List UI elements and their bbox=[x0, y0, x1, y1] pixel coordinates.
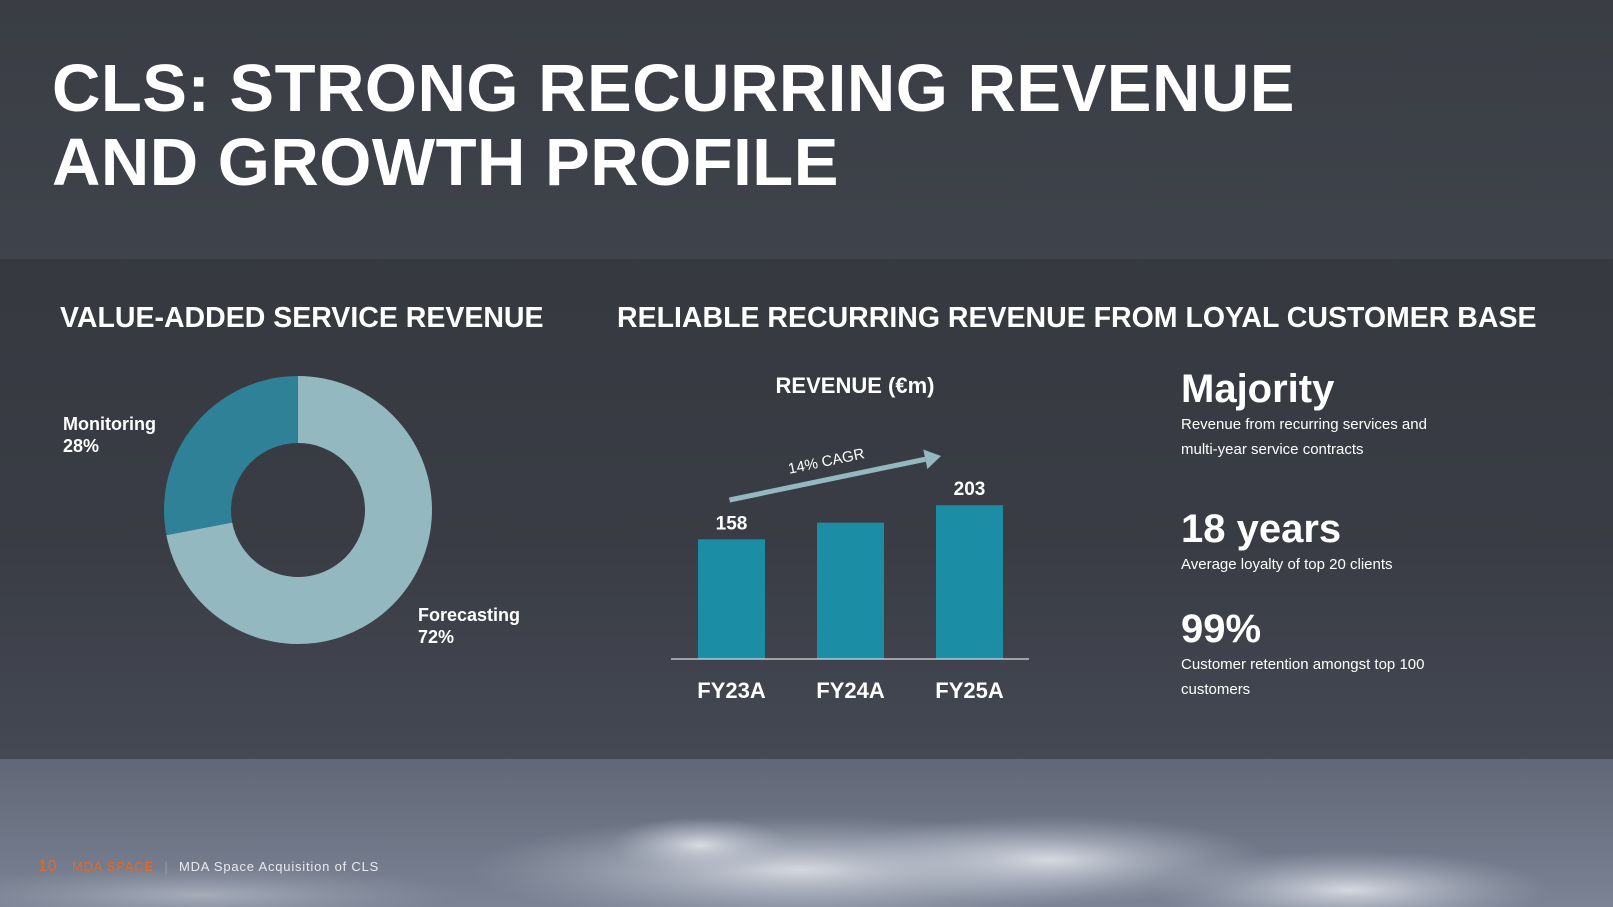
kpi-retention: 99% Customer retention amongst top 100 c… bbox=[1181, 606, 1481, 702]
kpi-loyalty: 18 years Average loyalty of top 20 clien… bbox=[1181, 506, 1481, 577]
title-line-1: CLS: STRONG RECURRING REVENUE bbox=[52, 51, 1295, 126]
kpi-majority: Majority Revenue from recurring services… bbox=[1181, 366, 1481, 462]
donut-label-forecasting-pct: 72% bbox=[418, 627, 455, 647]
bar-value-label: 203 bbox=[954, 479, 986, 500]
x-tick-label: FY24A bbox=[816, 678, 885, 703]
donut-label-monitoring: Monitoring 28% bbox=[63, 413, 156, 457]
donut-chart bbox=[164, 376, 432, 644]
x-tick-label: FY23A bbox=[697, 678, 766, 703]
bar-fy24a bbox=[817, 522, 884, 659]
donut-slice-forecasting bbox=[166, 376, 432, 644]
kpi-description: Average loyalty of top 20 clients bbox=[1181, 552, 1481, 577]
page-number: 10 bbox=[38, 858, 58, 875]
footer-subtitle: MDA Space Acquisition of CLS bbox=[178, 859, 380, 874]
footer-separator: | bbox=[164, 859, 169, 874]
kpi-description: Revenue from recurring services and mult… bbox=[1181, 412, 1481, 462]
cagr-arrow-shaft bbox=[728, 456, 926, 503]
footer-brand: MDA SPACE bbox=[71, 859, 154, 874]
kpi-desc-line: Revenue from recurring services and bbox=[1181, 416, 1427, 433]
kpi-value: Majority bbox=[1181, 367, 1335, 411]
bar-chart-title: REVENUE (€m) bbox=[775, 373, 935, 398]
bar-fy23a bbox=[698, 539, 765, 659]
kpi-desc-line: Customer retention amongst top 100 custo… bbox=[1181, 656, 1425, 698]
content-band bbox=[0, 259, 1613, 759]
bar-value-label: 158 bbox=[716, 513, 748, 534]
bar-fy25a bbox=[936, 505, 1003, 659]
donut-label-forecasting: Forecasting 72% bbox=[418, 604, 520, 648]
kpi-value: 99% bbox=[1181, 607, 1262, 651]
kpi-desc-line: multi-year service contracts bbox=[1181, 441, 1364, 458]
kpi-description: Customer retention amongst top 100 custo… bbox=[1181, 652, 1481, 702]
x-tick-label: FY25A bbox=[935, 678, 1004, 703]
kpi-value: 18 years bbox=[1181, 507, 1342, 551]
kpi-desc-line: Average loyalty of top 20 clients bbox=[1181, 556, 1393, 573]
donut-label-forecasting-name: Forecasting bbox=[418, 605, 521, 625]
donut-label-monitoring-pct: 28% bbox=[63, 436, 100, 456]
donut-slice-monitoring bbox=[164, 376, 298, 536]
donut-label-monitoring-name: Monitoring bbox=[63, 414, 156, 434]
footer: 10 MDA SPACE | MDA Space Acquisition of … bbox=[38, 858, 379, 876]
cagr-arrow-head bbox=[923, 449, 941, 470]
page-title: CLS: STRONG RECURRING REVENUE AND GROWTH… bbox=[52, 52, 1552, 200]
title-line-2: AND GROWTH PROFILE bbox=[52, 125, 839, 200]
section-heading-recurring: RELIABLE RECURRING REVENUE FROM LOYAL CU… bbox=[617, 302, 1537, 334]
section-heading-value-added: VALUE-ADDED SERVICE REVENUE bbox=[60, 302, 544, 334]
